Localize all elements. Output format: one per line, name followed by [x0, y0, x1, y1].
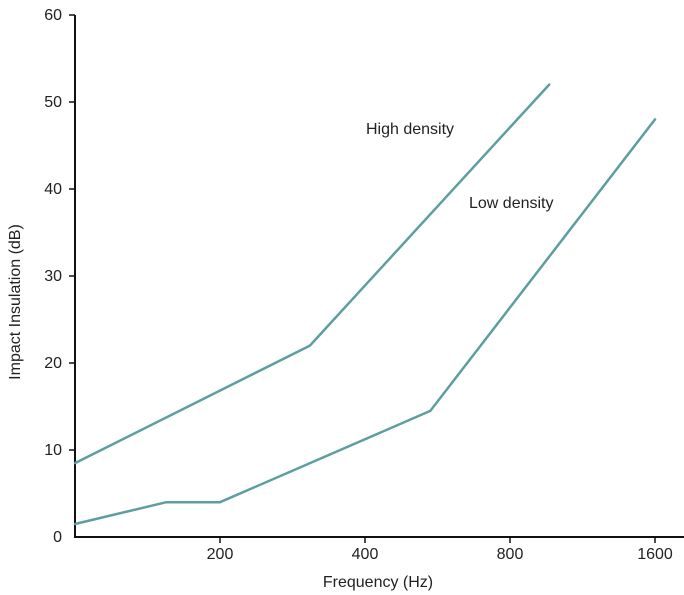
y-tick-label: 10 — [44, 442, 62, 459]
y-axis-title: Impact Insulation (dB) — [7, 224, 24, 380]
y-tick-label: 60 — [44, 7, 62, 24]
x-tick-label: 800 — [497, 546, 524, 563]
y-tick-label: 40 — [44, 181, 62, 198]
x-axis-title: Frequency (Hz) — [323, 574, 433, 591]
y-tick-label: 0 — [53, 529, 62, 546]
y-axis-ticks: 0 10 20 30 40 50 60 — [44, 7, 75, 546]
series-line-high-density — [73, 83, 551, 465]
y-tick-label: 50 — [44, 94, 62, 111]
x-tick-label: 200 — [207, 546, 234, 563]
y-tick-label: 20 — [44, 355, 62, 372]
series-label-high-density: High density — [366, 121, 454, 138]
x-tick-label: 400 — [352, 546, 379, 563]
series-line-low-density — [73, 118, 657, 526]
series-label-low-density: Low density — [469, 195, 554, 212]
series-lines — [73, 83, 657, 526]
x-axis-ticks: 200 400 800 1600 — [207, 537, 673, 563]
x-tick-label: 1600 — [637, 546, 673, 563]
y-tick-label: 30 — [44, 268, 62, 285]
